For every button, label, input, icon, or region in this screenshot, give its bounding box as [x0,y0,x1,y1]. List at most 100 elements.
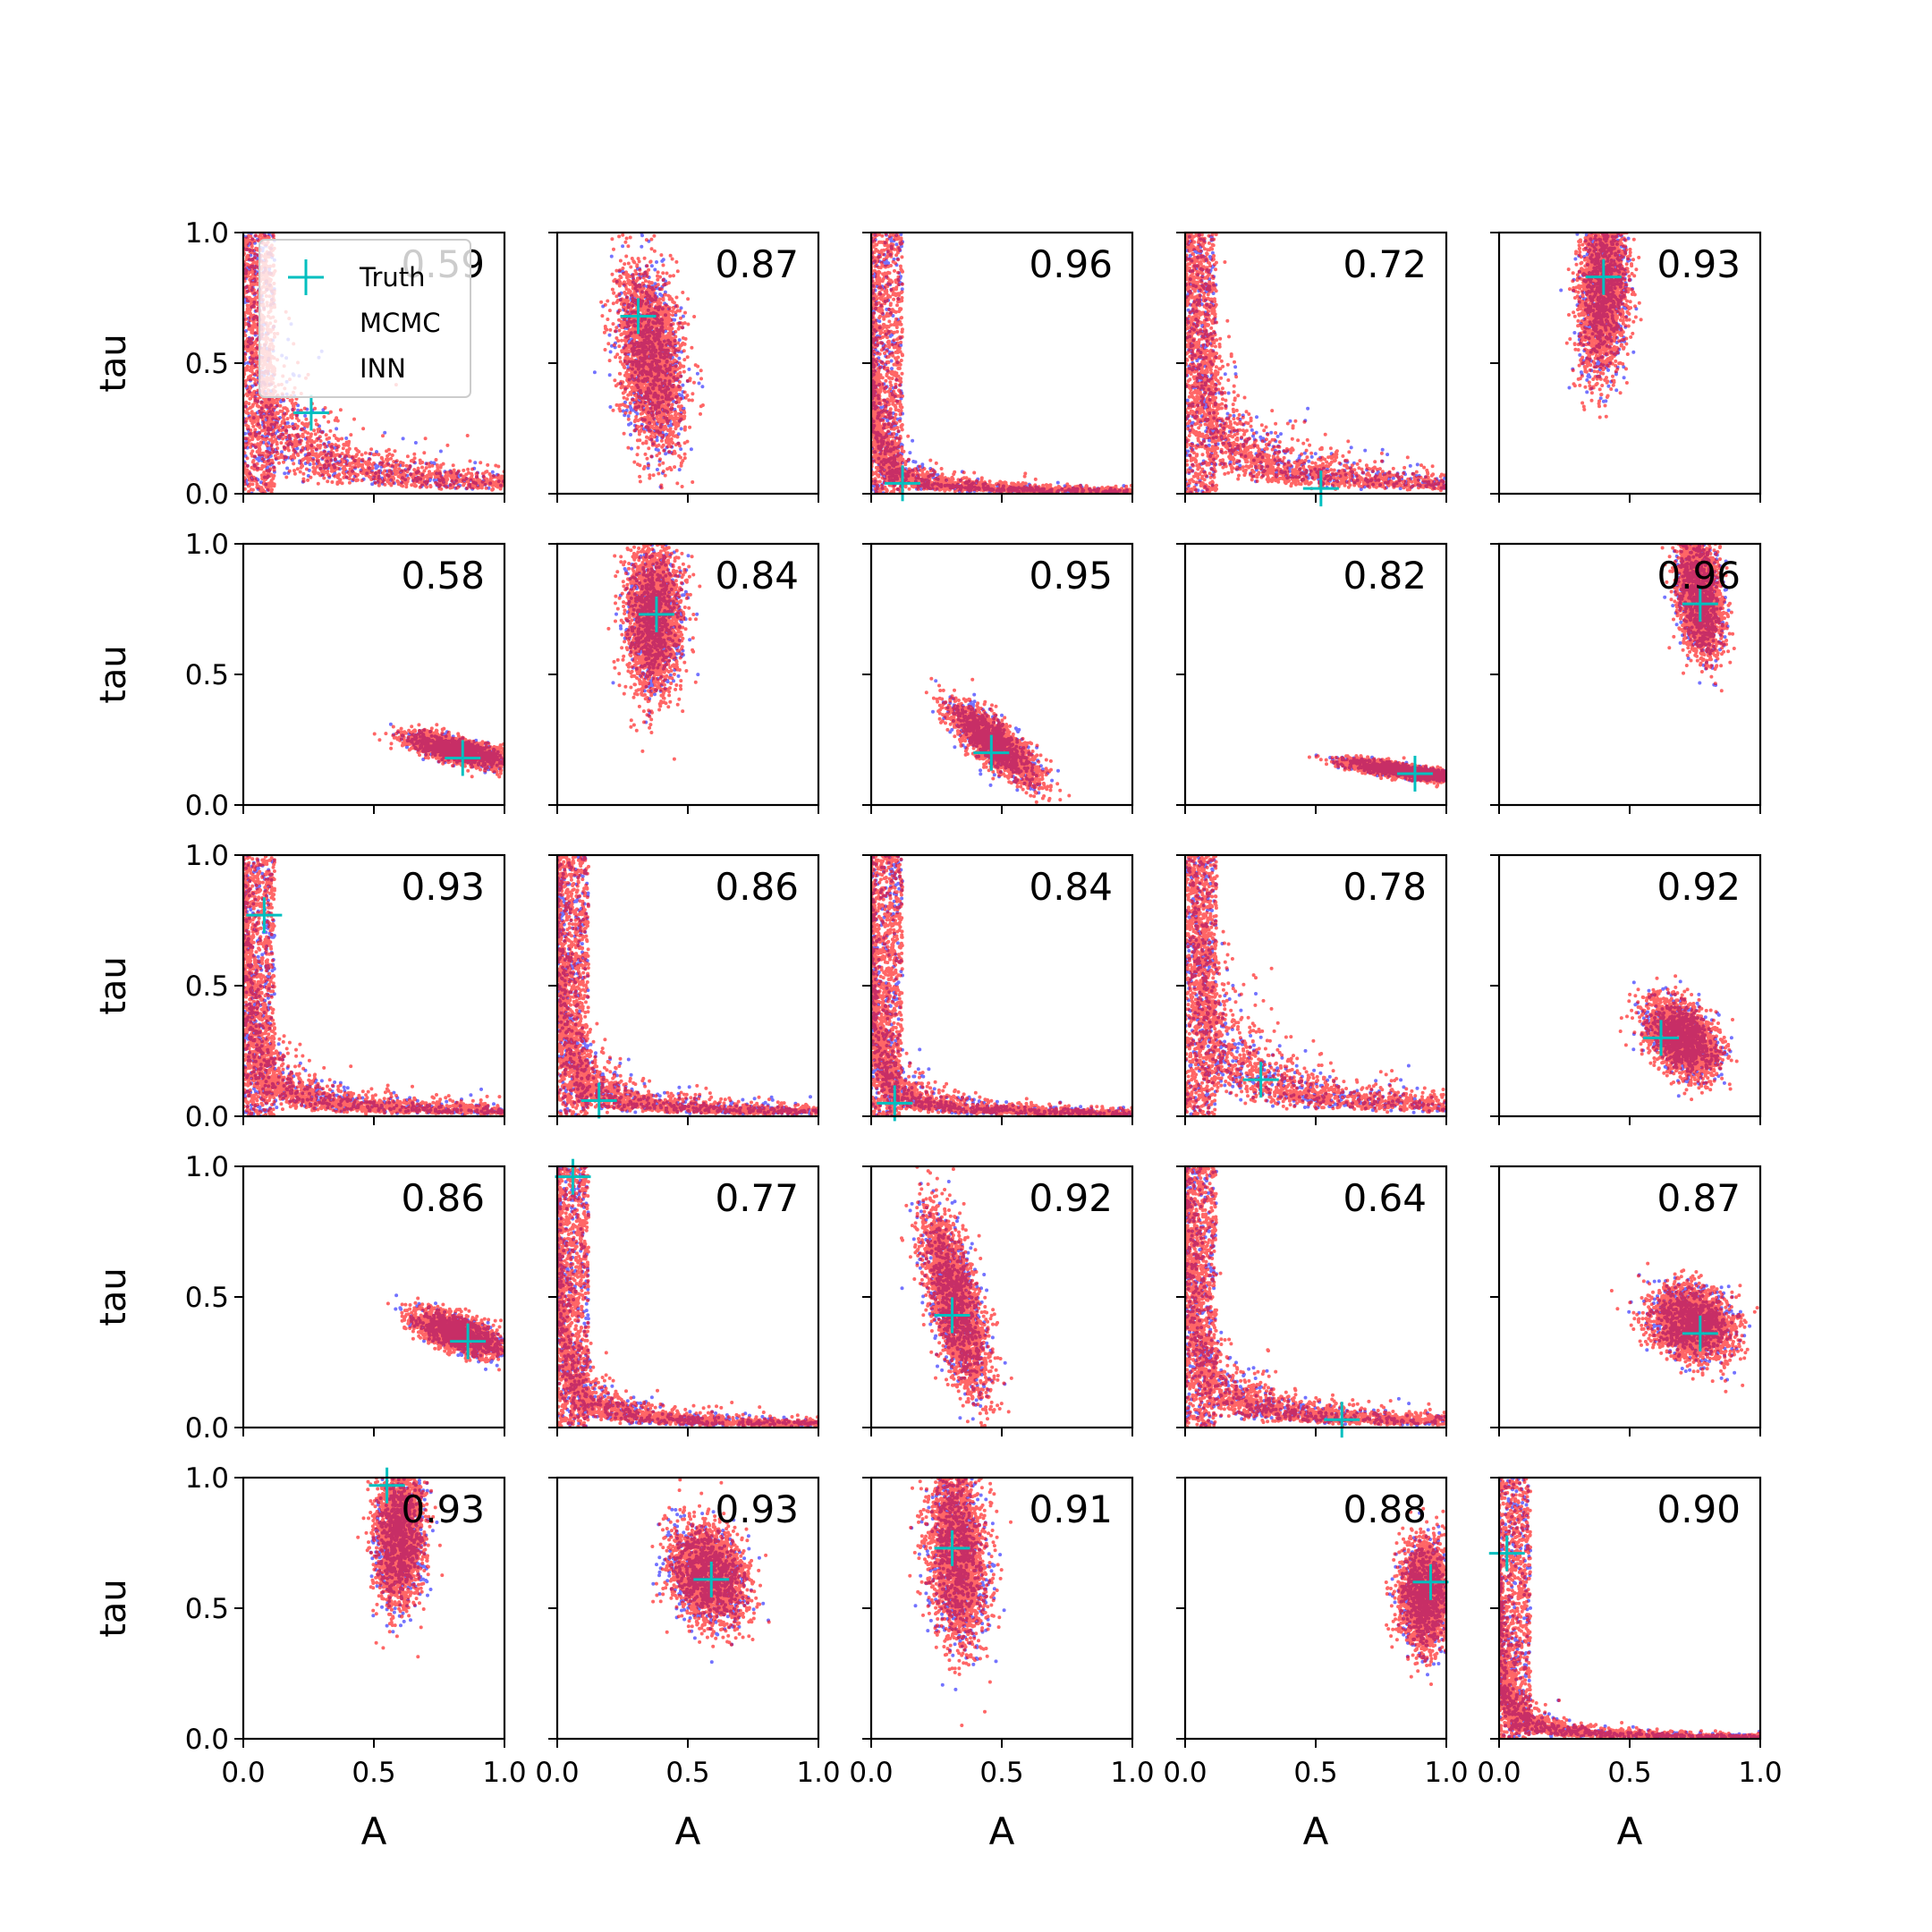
panel-points [1185,233,1446,494]
y-tick-label: 0.5 [185,970,229,1003]
truth-marker [638,596,674,632]
truth-marker [246,897,283,934]
x-axis-label: A [1303,1809,1329,1853]
panel-1-3: 0.96 [862,231,1134,503]
truth-marker [620,298,657,335]
x-tick-label: 1.0 [1738,1757,1782,1789]
panel-5-2: 0.93 0.0 0.5 1.0 A [535,1476,841,1853]
y-tick-label: 1.0 [185,529,229,561]
legend-label-mcmc: MCMC [360,308,441,338]
panel-score: 0.86 [401,1176,485,1220]
inn-points [908,1478,1013,1727]
panel-1-2: 0.87 [548,231,820,503]
panel-score: 0.86 [715,865,799,909]
inn-points [871,233,1132,494]
panel-score: 0.58 [401,554,485,597]
legend-box [258,239,471,398]
inn-points [372,723,504,779]
truth-marker [1643,1020,1680,1056]
panel-score: 0.92 [1657,865,1741,909]
panel-score: 0.64 [1343,1176,1427,1220]
panel-points [1185,855,1446,1116]
y-tick-label: 0.0 [185,790,229,822]
legend-label-truth: Truth [359,262,426,292]
panel-points [1609,1261,1759,1394]
x-axis-label: A [675,1809,701,1853]
panel-points [356,1478,445,1659]
truth-marker [1682,1315,1718,1352]
truth-marker [1302,470,1339,507]
legend-label-inn: INN [360,353,406,384]
y-axis-label: tau [93,645,134,704]
x-tick-label: 1.0 [796,1757,840,1789]
inn-points [1564,233,1643,419]
panel-score: 0.90 [1657,1487,1741,1531]
x-tick-label: 0.5 [979,1757,1023,1789]
panel-2-2: 0.84 [548,542,820,814]
panel-score: 0.84 [715,554,799,597]
panel-3-3: 0.84 [862,853,1134,1125]
inn-points [243,855,504,1116]
inn-points [650,1478,771,1648]
x-tick-label: 0.5 [352,1757,395,1789]
panel-5-4: 0.88 0.0 0.5 1.0 A [1163,1476,1469,1853]
truth-marker [1324,1402,1360,1438]
panel-points [1559,233,1643,419]
panel-3-2: 0.86 [548,853,820,1125]
y-tick-label: 0.5 [185,1593,229,1625]
inn-points [599,233,705,490]
x-axis-label: A [1617,1809,1643,1853]
truth-marker [1242,1062,1279,1098]
y-tick-label: 0.5 [185,348,229,380]
panel-score: 0.93 [401,865,485,909]
truth-marker [973,734,1010,771]
y-tick-label: 0.5 [185,659,229,691]
x-tick-label: 0.0 [849,1757,893,1789]
panel-score: 0.78 [1343,865,1427,909]
panel-score: 0.87 [715,242,799,286]
panel-points [1618,974,1739,1102]
truth-marker [1488,1535,1525,1572]
inn-points [1384,1506,1446,1686]
panel-score: 0.72 [1343,242,1427,286]
panel-score: 0.92 [1029,1176,1113,1220]
x-axis-label: A [361,1809,387,1853]
truth-marker [1412,1563,1449,1600]
y-axis-label: tau [93,1579,134,1638]
panel-score: 0.91 [1029,1487,1113,1531]
panel-points [871,233,1132,494]
inn-points [1660,544,1736,693]
truth-marker [1682,586,1718,623]
x-tick-label: 0.0 [1477,1757,1521,1789]
x-tick-label: 0.5 [1293,1757,1337,1789]
truth-marker [450,1323,487,1360]
panel-4-3: 0.92 [862,1165,1134,1436]
panel-3-5: 0.92 [1490,853,1762,1125]
panel-points [1307,753,1446,789]
inn-points [1609,1261,1759,1394]
truth-marker [1396,755,1433,792]
y-tick-label: 0.0 [185,1101,229,1133]
panel-2-1: 0.58 0.0 0.5 1.0 tau [93,529,506,822]
y-tick-label: 0.0 [185,1412,229,1445]
x-tick-label: 0.0 [1163,1757,1207,1789]
panel-points [924,676,1072,804]
panel-2-5: 0.96 [1490,542,1762,814]
panel-5-5: 0.90 0.0 0.5 1.0 A [1477,1476,1783,1853]
y-axis-label: tau [93,334,134,393]
panel-score: 0.95 [1029,554,1113,597]
panel-score: 0.96 [1657,554,1741,597]
panel-score: 0.87 [1657,1176,1741,1220]
panel-score: 0.88 [1343,1487,1427,1531]
panel-points [557,855,818,1116]
y-tick-label: 1.0 [185,1151,229,1183]
panel-4-4: 0.64 [1176,1165,1448,1438]
inn-points [1185,233,1446,494]
y-tick-label: 1.0 [185,840,229,872]
legend-truth-marker [288,259,324,295]
panel-points [1384,1506,1446,1686]
truth-marker [693,1561,730,1597]
y-tick-label: 0.0 [185,1724,229,1756]
truth-marker [580,1082,617,1119]
